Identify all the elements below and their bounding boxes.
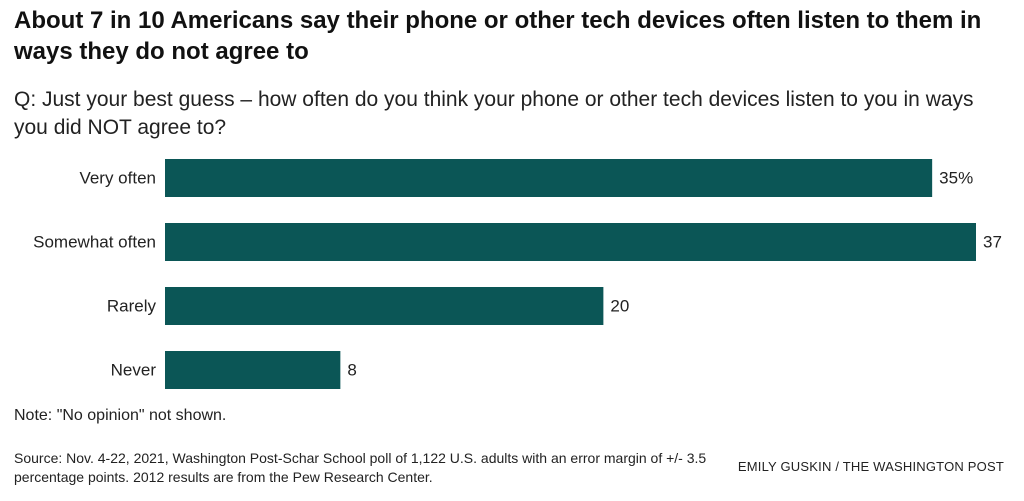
category-label: Very often <box>79 169 156 188</box>
credit-text: EMILY GUSKIN / THE WASHINGTON POST <box>737 459 1004 474</box>
category-label: Somewhat often <box>33 233 156 252</box>
question-text: Q: Just your best guess – how often do y… <box>14 88 974 139</box>
category-label: Never <box>111 361 157 380</box>
source-text: Source: Nov. 4-22, 2021, Washington Post… <box>14 450 707 485</box>
bar <box>165 159 933 197</box>
value-label: 20 <box>610 297 629 316</box>
bar <box>165 223 976 261</box>
value-label: 37 <box>983 233 1002 252</box>
value-label: 8 <box>347 361 356 380</box>
category-label: Rarely <box>107 297 157 316</box>
chart-title: About 7 in 10 Americans say their phone … <box>14 7 982 65</box>
value-label: 35% <box>939 169 973 188</box>
bar-chart: Very often 35% Somewhat often 37 Rarely 20 Nev… <box>33 159 1002 389</box>
note-text: Note: "No opinion" not shown. <box>14 407 227 424</box>
bar <box>165 287 604 325</box>
bar <box>165 351 341 389</box>
